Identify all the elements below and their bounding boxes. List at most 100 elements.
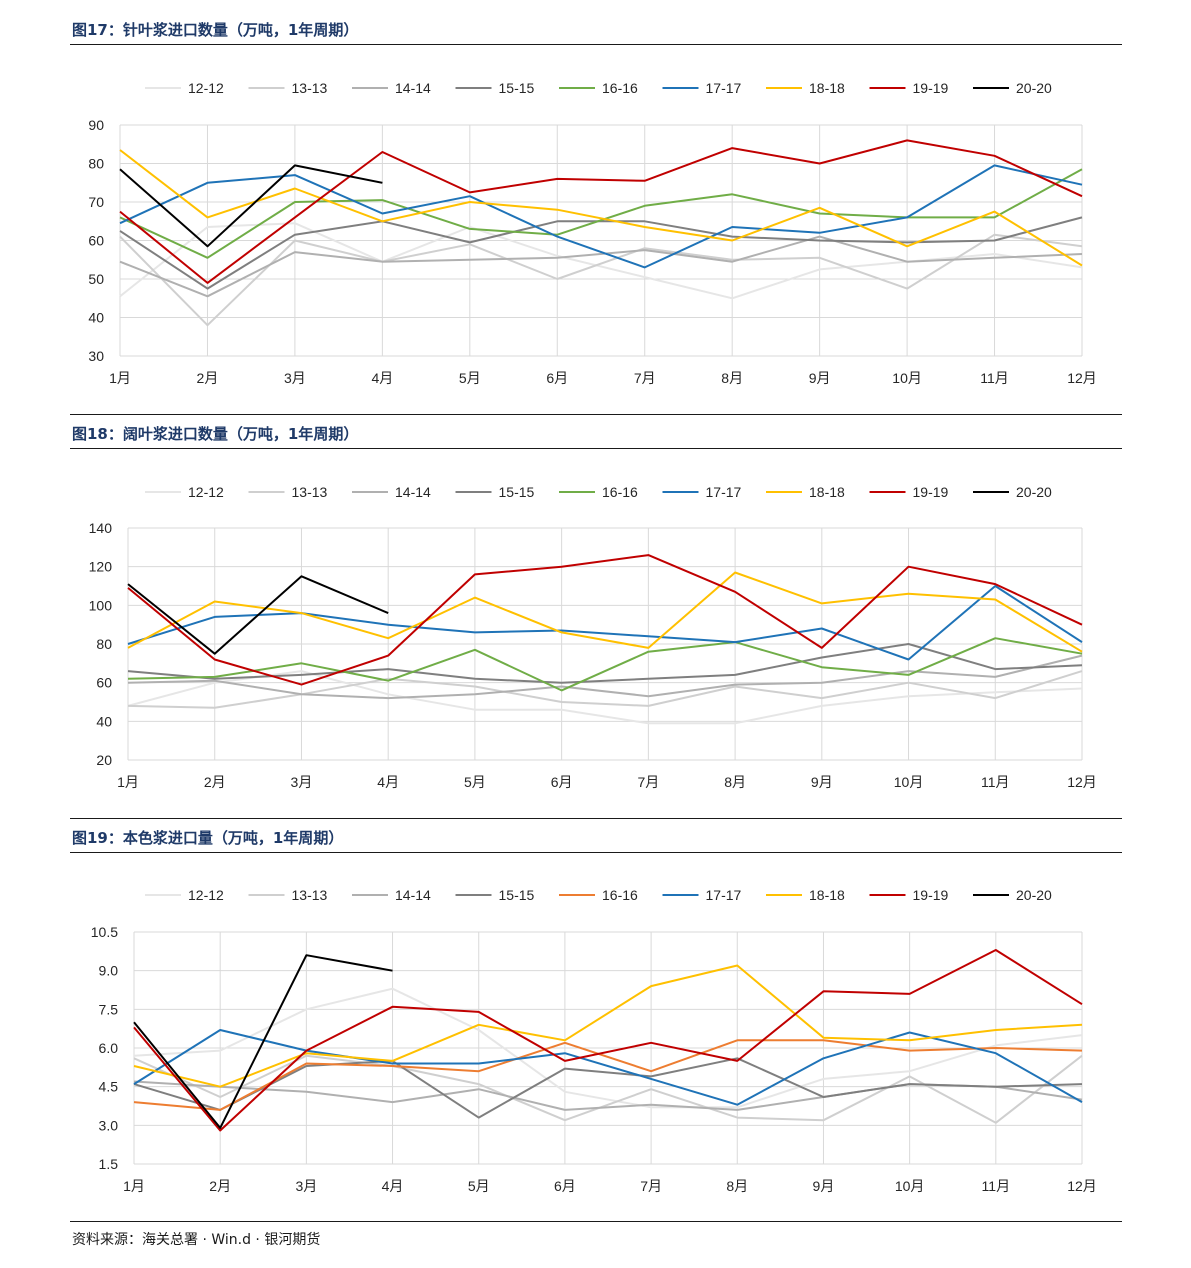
series-line-19-19 bbox=[127, 554, 1083, 686]
series-line-19-19 bbox=[133, 949, 1083, 1132]
legend-label-17-17: 17-17 bbox=[706, 887, 742, 903]
legend-label-12-12: 12-12 bbox=[188, 484, 224, 500]
x-tick-label: 3月 bbox=[284, 370, 306, 386]
y-tick-label: 80 bbox=[88, 156, 104, 172]
y-tick-label: 3.0 bbox=[99, 1117, 119, 1133]
x-tick-label: 6月 bbox=[546, 370, 568, 386]
y-tick-label: 60 bbox=[88, 233, 104, 249]
legend-label-12-12: 12-12 bbox=[188, 80, 224, 96]
series-line-16-16 bbox=[133, 1039, 1083, 1111]
legend-label-14-14: 14-14 bbox=[395, 484, 431, 500]
y-tick-label: 50 bbox=[88, 271, 104, 287]
figure-17-title: 图17：针叶浆进口数量（万吨，1年周期） bbox=[72, 21, 359, 39]
x-tick-label: 7月 bbox=[634, 370, 656, 386]
x-tick-label: 6月 bbox=[551, 774, 573, 790]
y-tick-label: 7.5 bbox=[99, 1001, 119, 1017]
x-tick-label: 2月 bbox=[197, 370, 219, 386]
figure-18-title-rule bbox=[70, 448, 1122, 449]
series-line-18-18 bbox=[119, 149, 1083, 267]
legend-label-12-12: 12-12 bbox=[188, 887, 224, 903]
figure-18-chart: 12-12 13-13 14-14 15-15 16-16 17-17 18-18 19-19… bbox=[89, 484, 1097, 790]
legend-label-15-15: 15-15 bbox=[499, 80, 535, 96]
y-tick-label: 9.0 bbox=[99, 963, 119, 979]
legend-label-16-16: 16-16 bbox=[602, 887, 638, 903]
y-tick-label: 60 bbox=[96, 675, 112, 691]
y-tick-label: 6.0 bbox=[99, 1040, 119, 1056]
legend-label-16-16: 16-16 bbox=[602, 484, 638, 500]
y-tick-label: 1.5 bbox=[99, 1156, 119, 1172]
x-tick-label: 1月 bbox=[109, 370, 131, 386]
series-line-16-16 bbox=[119, 168, 1083, 259]
figure-17-top-rule bbox=[70, 44, 1122, 45]
legend: 12-12 13-13 14-14 15-15 16-16 17-17 18-18 19-19… bbox=[145, 887, 1052, 903]
legend-label-19-19: 19-19 bbox=[913, 887, 949, 903]
legend-label-15-15: 15-15 bbox=[499, 887, 535, 903]
y-tick-label: 120 bbox=[89, 559, 113, 575]
legend-label-16-16: 16-16 bbox=[602, 80, 638, 96]
x-tick-label: 2月 bbox=[209, 1178, 231, 1194]
figure-19-top-rule bbox=[70, 818, 1122, 819]
legend-label-20-20: 20-20 bbox=[1016, 484, 1052, 500]
y-tick-label: 80 bbox=[96, 636, 112, 652]
x-tick-label: 9月 bbox=[809, 370, 831, 386]
figure-19-title-rule bbox=[70, 852, 1122, 853]
legend-label-18-18: 18-18 bbox=[809, 887, 845, 903]
series-line-18-18 bbox=[127, 571, 1083, 653]
x-tick-label: 5月 bbox=[459, 370, 481, 386]
series-line-12-12 bbox=[133, 987, 1083, 1109]
y-tick-label: 140 bbox=[89, 520, 113, 536]
legend-label-18-18: 18-18 bbox=[809, 80, 845, 96]
legend-label-17-17: 17-17 bbox=[706, 484, 742, 500]
series-line-13-13 bbox=[119, 233, 1083, 327]
x-tick-label: 7月 bbox=[637, 774, 659, 790]
x-tick-label: 8月 bbox=[721, 370, 743, 386]
y-tick-label: 20 bbox=[96, 752, 112, 768]
x-tick-label: 6月 bbox=[554, 1178, 576, 1194]
x-tick-label: 12月 bbox=[1067, 370, 1097, 386]
figure-18-top-rule bbox=[70, 414, 1122, 415]
x-tick-label: 3月 bbox=[295, 1178, 317, 1194]
x-tick-label: 4月 bbox=[377, 774, 399, 790]
y-tick-label: 4.5 bbox=[99, 1079, 119, 1095]
series-line-17-17 bbox=[133, 1029, 1083, 1106]
x-tick-label: 10月 bbox=[894, 774, 924, 790]
legend-label-19-19: 19-19 bbox=[913, 80, 949, 96]
series-line-14-14 bbox=[119, 235, 1083, 298]
y-tick-label: 10.5 bbox=[91, 924, 118, 940]
x-tick-label: 9月 bbox=[813, 1178, 835, 1194]
figure-17-chart: 12-12 13-13 14-14 15-15 16-16 17-17 18-18 19-19… bbox=[88, 80, 1097, 386]
x-tick-label: 2月 bbox=[204, 774, 226, 790]
legend-label-15-15: 15-15 bbox=[499, 484, 535, 500]
legend-label-14-14: 14-14 bbox=[395, 80, 431, 96]
legend-label-19-19: 19-19 bbox=[913, 484, 949, 500]
y-tick-label: 40 bbox=[88, 310, 104, 326]
x-tick-label: 3月 bbox=[291, 774, 313, 790]
x-tick-label: 10月 bbox=[895, 1178, 925, 1194]
series-line-15-15 bbox=[133, 1057, 1083, 1119]
figure-18-title: 图18：阔叶浆进口数量（万吨，1年周期） bbox=[72, 425, 359, 443]
source-note: 资料来源：海关总署 · Win.d · 银河期货 bbox=[72, 1232, 321, 1248]
x-tick-label: 1月 bbox=[123, 1178, 145, 1194]
x-tick-label: 8月 bbox=[724, 774, 746, 790]
x-tick-label: 12月 bbox=[1067, 1178, 1097, 1194]
y-tick-label: 40 bbox=[96, 713, 112, 729]
legend-label-14-14: 14-14 bbox=[395, 887, 431, 903]
series-line-19-19 bbox=[119, 139, 1083, 284]
x-tick-label: 11月 bbox=[981, 774, 1010, 790]
x-tick-label: 10月 bbox=[892, 370, 922, 386]
legend-label-13-13: 13-13 bbox=[292, 80, 328, 96]
legend-label-13-13: 13-13 bbox=[292, 887, 328, 903]
series-line-20-20 bbox=[119, 164, 383, 248]
series-line-17-17 bbox=[127, 585, 1083, 661]
x-tick-label: 9月 bbox=[811, 774, 833, 790]
series-line-17-17 bbox=[119, 164, 1083, 269]
series-line-16-16 bbox=[127, 637, 1083, 692]
legend: 12-12 13-13 14-14 15-15 16-16 17-17 18-18 19-19… bbox=[145, 80, 1052, 96]
x-tick-label: 4月 bbox=[382, 1178, 404, 1194]
legend-label-20-20: 20-20 bbox=[1016, 887, 1052, 903]
legend-label-20-20: 20-20 bbox=[1016, 80, 1052, 96]
x-tick-label: 5月 bbox=[468, 1178, 490, 1194]
x-tick-label: 5月 bbox=[464, 774, 486, 790]
x-tick-label: 11月 bbox=[982, 1178, 1011, 1194]
legend-label-17-17: 17-17 bbox=[706, 80, 742, 96]
